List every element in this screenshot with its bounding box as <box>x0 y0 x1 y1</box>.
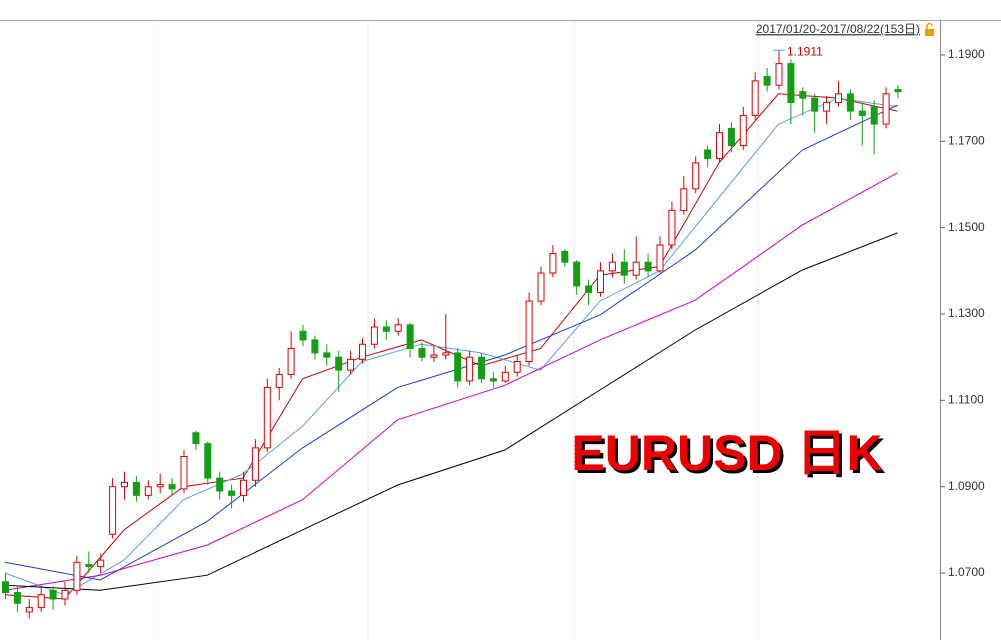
candle-body <box>49 589 57 600</box>
candle-body <box>204 443 212 479</box>
candle-body <box>37 594 45 609</box>
candle-body <box>2 581 9 594</box>
candle-body <box>787 63 795 103</box>
candle-body <box>61 589 69 600</box>
high-label: 1.1911 <box>787 44 823 58</box>
y-tick-label: 1.1700 <box>948 133 985 147</box>
candle-body <box>501 371 509 382</box>
candle-body <box>680 188 688 211</box>
candle-body <box>513 361 521 373</box>
candle-body <box>97 559 105 568</box>
candle-body <box>858 110 866 116</box>
candle-body <box>442 352 450 356</box>
candle-body <box>144 486 152 496</box>
candle-body <box>775 63 783 86</box>
candle-body <box>13 592 21 604</box>
annotation: EURUSD 日K <box>571 425 882 481</box>
candle-body <box>109 486 117 535</box>
candle-body <box>478 356 485 380</box>
candle-body <box>525 300 533 363</box>
candle-body <box>382 326 390 332</box>
lock-icon <box>925 22 934 36</box>
candle-body <box>216 477 224 492</box>
ma-line <box>4 93 898 600</box>
candle-body <box>394 324 402 332</box>
candle-body <box>739 114 747 147</box>
y-tick-label: 1.0900 <box>948 479 985 493</box>
candle-body <box>263 386 271 449</box>
candle-body <box>168 484 176 490</box>
candle-body <box>799 91 807 99</box>
ma-line <box>4 232 898 591</box>
candle-body <box>25 607 33 613</box>
moving-averages <box>4 93 898 600</box>
candle-body <box>585 285 593 293</box>
candle-body <box>156 484 164 488</box>
candle-body <box>597 270 604 293</box>
candle-body <box>275 373 283 388</box>
candle-body <box>668 209 676 246</box>
candle-body <box>763 76 771 86</box>
y-tick-label: 1.1300 <box>948 306 985 320</box>
candle-body <box>323 352 331 358</box>
y-tick-label: 1.1100 <box>948 393 984 407</box>
candle-body <box>454 352 462 382</box>
candle-body <box>846 93 854 112</box>
candle-body <box>573 261 581 287</box>
y-tick-label: 1.0700 <box>948 565 985 579</box>
date-range: 2017/01/20-2017/08/22(153日) <box>756 22 920 36</box>
candle-body <box>751 80 759 116</box>
candle-body <box>287 348 295 375</box>
candle-body <box>132 481 140 496</box>
candle-body <box>359 343 366 360</box>
ma-line <box>4 104 898 581</box>
ma-line <box>4 172 898 591</box>
candle-body <box>823 101 831 112</box>
candle-body <box>335 356 343 371</box>
y-tick-label: 1.1900 <box>948 47 985 61</box>
candle-body <box>406 324 414 350</box>
candle-body <box>192 432 200 445</box>
candle-body <box>644 261 652 272</box>
candle-body <box>835 93 842 103</box>
candle-body <box>870 106 878 125</box>
candle-body <box>727 127 735 147</box>
candle-body <box>608 261 616 272</box>
candle-body <box>704 149 712 160</box>
candle-body <box>228 490 236 496</box>
candle-body <box>882 93 890 125</box>
candle-body <box>894 89 902 93</box>
candle-body <box>251 447 259 481</box>
candle-body <box>430 354 438 358</box>
candle-body <box>311 339 319 354</box>
candle-body <box>716 132 723 160</box>
candle-body <box>656 244 664 272</box>
candle-body <box>85 563 93 568</box>
candle-body <box>299 330 307 341</box>
candle-body <box>692 162 700 190</box>
candle-body <box>121 481 128 488</box>
candle-body <box>549 253 557 274</box>
candle-body <box>370 326 378 345</box>
candle-body <box>240 479 247 496</box>
ma-line <box>4 97 898 596</box>
candle-body <box>418 348 426 358</box>
y-tick-label: 1.1500 <box>948 220 985 234</box>
candle-body <box>561 250 569 263</box>
candle-body <box>347 358 355 371</box>
candle-body <box>632 261 640 276</box>
candles: 1.1911 <box>2 44 902 619</box>
candle-body <box>73 561 81 591</box>
candle-body <box>489 378 497 382</box>
annotation-shadow: EURUSD 日K <box>574 428 885 484</box>
candle-body <box>620 261 628 276</box>
candle-body <box>537 272 545 302</box>
candle-body <box>811 97 819 112</box>
candle-body <box>180 456 188 490</box>
candle-body <box>466 356 474 382</box>
